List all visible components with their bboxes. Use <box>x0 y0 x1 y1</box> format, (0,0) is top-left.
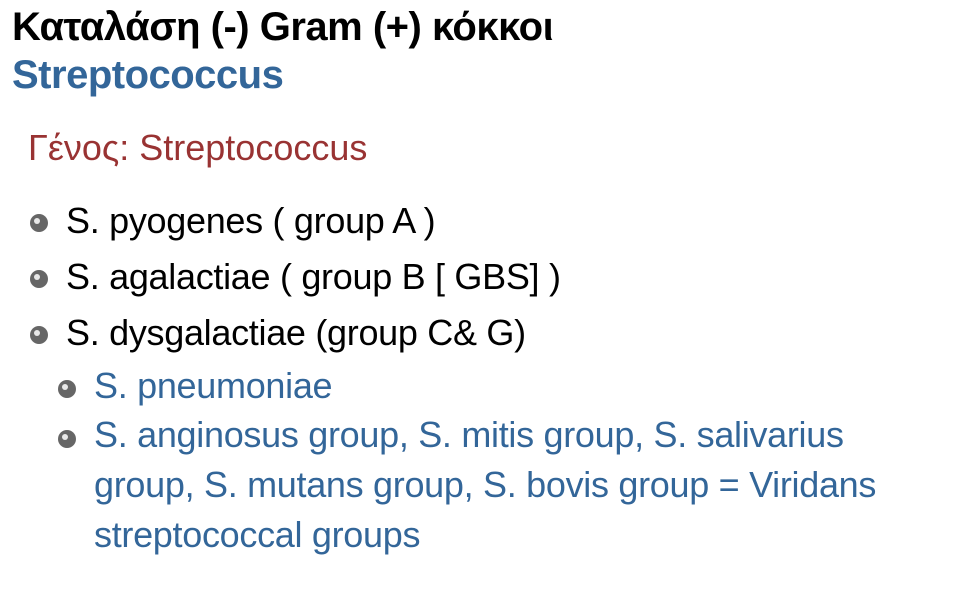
bullet-list: S. pyogenes ( group A ) S. agalactiae ( … <box>30 193 947 559</box>
list-item: S. pyogenes ( group A ) <box>30 193 947 249</box>
bullet-icon <box>30 326 48 344</box>
list-item-text: S. pyogenes ( group A ) <box>66 200 435 241</box>
list-item-text: S. agalactiae ( group B [ GBS] ) <box>66 256 561 297</box>
bullet-icon <box>30 214 48 232</box>
list-item-text: S. anginosus group, S. mitis group, S. s… <box>94 414 876 554</box>
list-item: S. pneumoniae <box>58 361 947 411</box>
list-item-text: S. pneumoniae <box>94 365 332 406</box>
list-item: S. dysgalactiae (group C& G) <box>30 305 947 361</box>
slide-title-line1: Καταλάση (-) Gram (+) κόκκοι <box>12 4 947 50</box>
bullet-icon <box>58 430 76 448</box>
bullet-icon <box>30 270 48 288</box>
slide-subtitle: Γένος: Streptococcus <box>28 126 947 169</box>
list-item: S. agalactiae ( group B [ GBS] ) <box>30 249 947 305</box>
bullet-icon <box>58 380 76 398</box>
slide: Καταλάση (-) Gram (+) κόκκοι Streptococc… <box>0 0 959 599</box>
slide-title-line2: Streptococcus <box>12 52 283 98</box>
list-item-text: S. dysgalactiae (group C& G) <box>66 312 526 353</box>
slide-title-line2-wrap: Streptococcus <box>12 52 947 98</box>
list-item: S. anginosus group, S. mitis group, S. s… <box>58 410 947 559</box>
